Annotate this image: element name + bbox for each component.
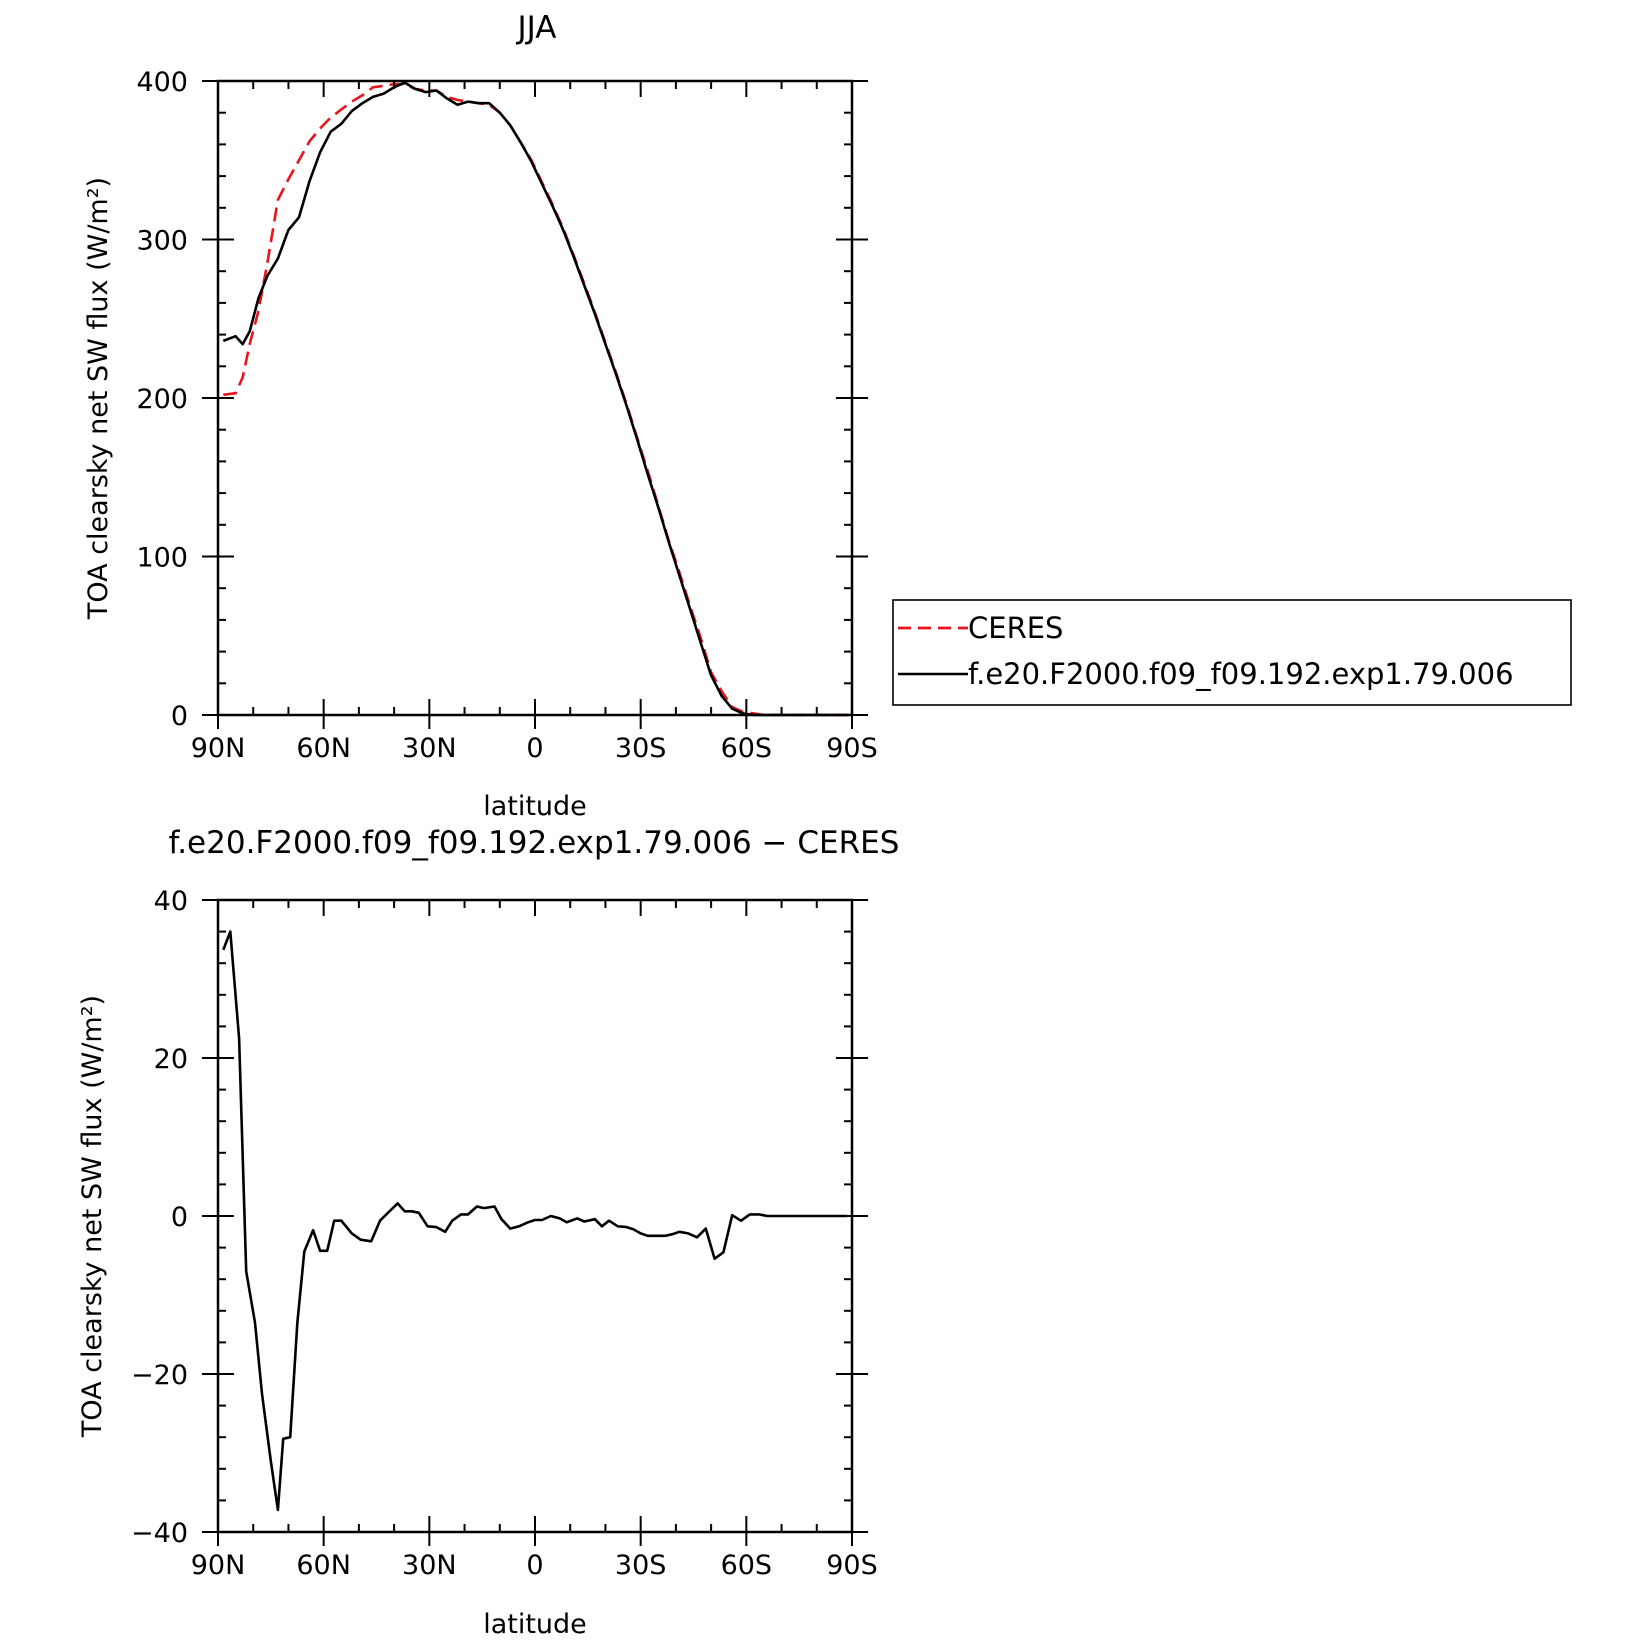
bottom-x-tick-label: 30N [402, 1550, 457, 1581]
top-tick-marks [202, 80, 868, 729]
top-x-tick-label: 90S [826, 733, 878, 764]
top-x-axis-label: latitude [483, 791, 587, 822]
bottom-x-tick-labels: 90N 60N 30N 0 30S 60S 90S [191, 1550, 878, 1581]
top-x-tick-label: 0 [526, 733, 543, 764]
bottom-tick-marks [202, 899, 868, 1546]
top-x-tick-label: 60N [296, 733, 351, 764]
bottom-y-tick-labels: −40 −20 0 20 40 [131, 886, 188, 1549]
bottom-chart-title: f.e20.F2000.f09_f09.192.exp1.79.006 − CE… [169, 825, 900, 861]
bottom-y-axis-label: TOA clearsky net SW flux (W/m²) [77, 995, 108, 1438]
bottom-x-tick-label: 90N [191, 1550, 246, 1581]
top-x-tick-label: 90N [191, 733, 246, 764]
top-y-tick-label: 300 [136, 226, 188, 257]
bottom-x-tick-label: 60S [721, 1550, 773, 1581]
top-y-tick-label: 400 [136, 67, 188, 98]
top-series-line-0 [223, 82, 849, 717]
top-x-tick-label: 60S [721, 733, 773, 764]
top-y-tick-label: 0 [171, 701, 188, 732]
bottom-series-group [222, 930, 847, 1512]
top-chart-title: JJA [516, 10, 557, 46]
top-series-line-1 [222, 81, 849, 717]
top-x-tick-label: 30N [402, 733, 457, 764]
bottom-y-tick-label: −20 [131, 1360, 188, 1391]
legend-label-model: f.e20.F2000.f09_f09.192.exp1.79.006 [968, 657, 1514, 691]
legend-label-ceres: CERES [968, 611, 1063, 645]
bottom-panel: f.e20.F2000.f09_f09.192.exp1.79.006 − CE… [77, 825, 899, 1640]
legend-box [892, 599, 1572, 706]
bottom-y-tick-label: −40 [131, 1518, 188, 1549]
bottom-x-tick-label: 90S [826, 1550, 878, 1581]
bottom-x-tick-label: 0 [526, 1550, 543, 1581]
bottom-series-line-0 [222, 930, 847, 1512]
bottom-y-tick-label: 20 [154, 1044, 188, 1075]
bottom-y-tick-label: 0 [171, 1202, 188, 1233]
top-y-axis-label: TOA clearsky net SW flux (W/m²) [83, 177, 114, 620]
top-plot-frame [216, 79, 854, 717]
top-series-group [222, 81, 849, 717]
bottom-x-tick-label: 60N [296, 1550, 351, 1581]
bottom-plot-frame [216, 898, 854, 1534]
bottom-y-tick-label: 40 [154, 886, 188, 917]
top-x-tick-labels: 90N 60N 30N 0 30S 60S 90S [191, 733, 878, 764]
top-y-tick-label: 100 [136, 543, 188, 574]
top-y-tick-label: 200 [136, 384, 188, 415]
bottom-x-axis-label: latitude [483, 1609, 587, 1640]
bottom-x-tick-label: 30S [615, 1550, 667, 1581]
top-y-tick-labels: 0 100 200 300 400 [136, 67, 188, 732]
legend: CERES f.e20.F2000.f09_f09.192.exp1.79.00… [892, 599, 1572, 706]
top-panel: JJA 90N 60N 30N 0 30S 60S 90S 0 100 200 300 400 la… [83, 10, 878, 822]
top-x-tick-label: 30S [615, 733, 667, 764]
